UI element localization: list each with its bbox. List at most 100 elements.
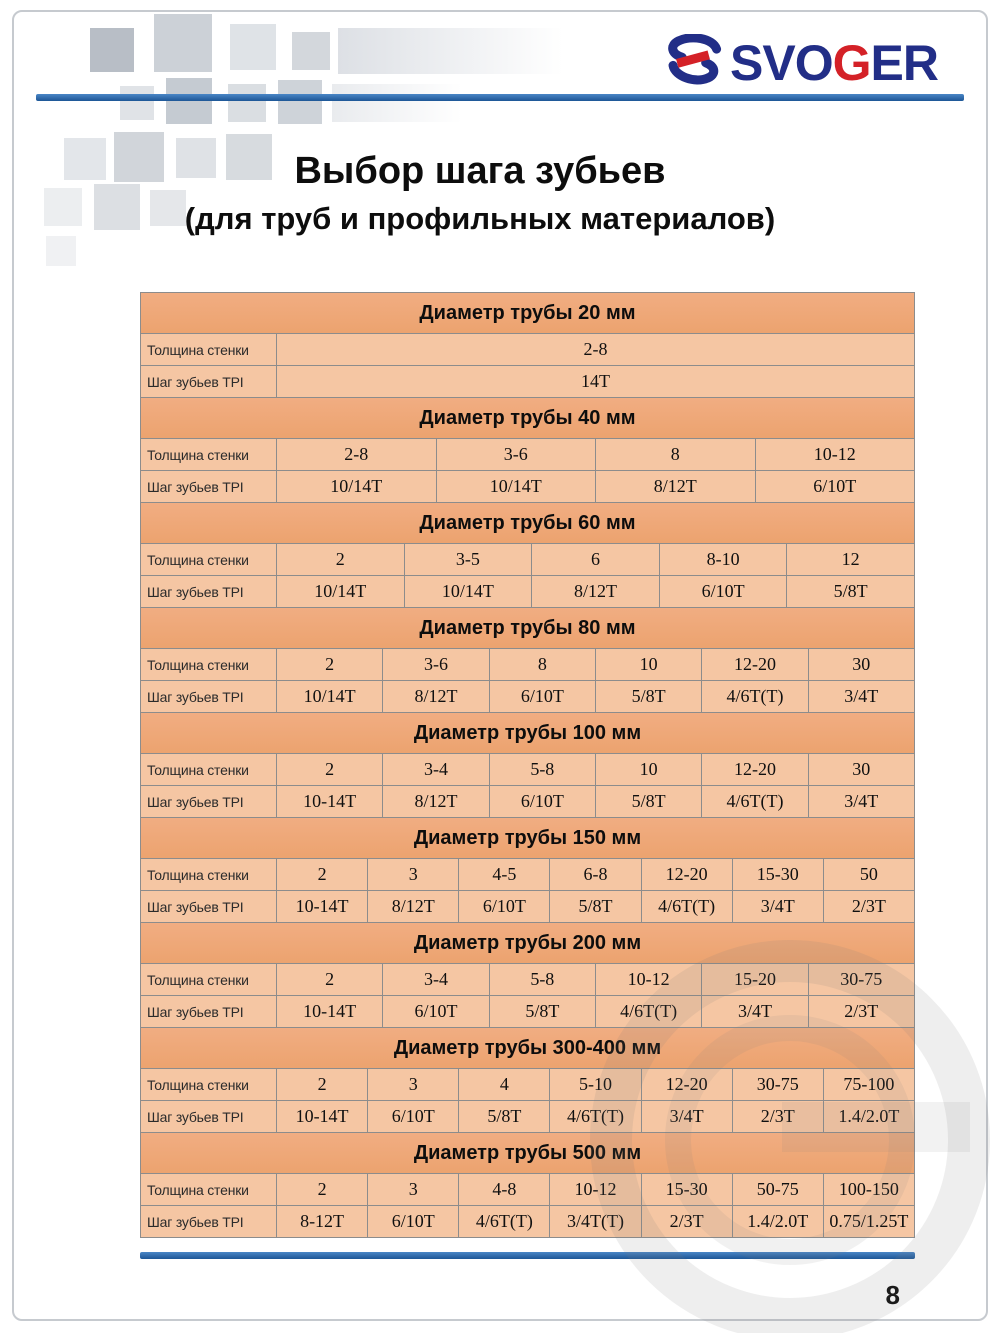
decorative-square — [64, 138, 106, 180]
wall-thickness-value: 8-10 — [658, 544, 787, 575]
tpi-value: 4/6T(T) — [549, 1101, 640, 1132]
brand-logo: SVOGER — [664, 33, 939, 91]
tpi-value: 4/6T(T) — [594, 996, 701, 1027]
wall-thickness-value: 10-12 — [549, 1174, 640, 1205]
pipe-table: Диаметр трубы 300-400 мм Толщина стенки 2 3… — [140, 1027, 915, 1133]
tpi-value: 8/12T — [595, 471, 755, 502]
wall-thickness-value: 30 — [807, 754, 914, 785]
wall-thickness-value: 12-20 — [640, 859, 732, 890]
wall-thickness-row: Толщина стенки 2 3-5 6 8-10 12 — [141, 544, 914, 575]
pipe-table-header: Диаметр трубы 500 мм — [141, 1133, 914, 1174]
pipe-table-header: Диаметр трубы 200 мм — [141, 923, 914, 964]
decorative-square — [278, 80, 322, 124]
row-label: Толщина стенки — [141, 649, 277, 680]
wall-thickness-value: 6 — [531, 544, 659, 575]
tpi-row: Шаг зубьев TPI 14T — [141, 365, 914, 397]
decorative-square — [226, 134, 272, 180]
pipe-table: Диаметр трубы 200 мм Толщина стенки 2 3-4 5-… — [140, 922, 915, 1028]
row-label: Шаг зубьев TPI — [141, 366, 277, 397]
wall-thickness-value: 15-30 — [640, 1174, 732, 1205]
tpi-value: 6/10T — [367, 1101, 458, 1132]
brand-logo-icon — [664, 33, 722, 91]
wall-thickness-value: 5-8 — [488, 754, 595, 785]
decorative-square — [176, 138, 216, 178]
tpi-row: Шаг зубьев TPI 10-14T 8/12T 6/10T 5/8T 4/6T(T… — [141, 890, 914, 922]
wall-thickness-value: 3 — [367, 1174, 458, 1205]
wall-thickness-value: 10 — [594, 649, 701, 680]
decorative-square — [230, 24, 276, 70]
tpi-value: 6/10T — [488, 786, 595, 817]
wall-thickness-row: Толщина стенки 2 3-4 5-8 10 12-20 30 — [141, 754, 914, 785]
wall-thickness-row: Толщина стенки 2 3-6 8 10 12-20 30 — [141, 649, 914, 680]
top-divider — [36, 94, 964, 101]
wall-thickness-value: 6-8 — [549, 859, 640, 890]
wall-thickness-value: 4-5 — [458, 859, 549, 890]
pipe-table-header: Диаметр трубы 100 мм — [141, 713, 914, 754]
tpi-row: Шаг зубьев TPI 8-12T 6/10T 4/6T(T) 3/4T(T) 2/… — [141, 1205, 914, 1237]
wall-thickness-value: 3-5 — [403, 544, 532, 575]
wall-thickness-value: 50 — [822, 859, 914, 890]
tpi-value: 6/10T — [458, 891, 549, 922]
tpi-row: Шаг зубьев TPI 10-14T 8/12T 6/10T 5/8T 4/6T(T… — [141, 785, 914, 817]
row-label: Толщина стенки — [141, 544, 277, 575]
wall-thickness-value: 12 — [786, 544, 914, 575]
pipe-table: Диаметр трубы 100 мм Толщина стенки 2 3-4 5-… — [140, 712, 915, 818]
wall-thickness-value: 10-12 — [594, 964, 701, 995]
tpi-value: 4/6T(T) — [458, 1206, 549, 1237]
tpi-value: 3/4T — [807, 681, 914, 712]
page-number: 8 — [885, 1280, 900, 1310]
tpi-value: 2/3T — [731, 1101, 823, 1132]
wall-thickness-row: Толщина стенки 2 3 4-5 6-8 12-20 15-30 50 — [141, 859, 914, 890]
wall-thickness-value: 10 — [594, 754, 701, 785]
wall-thickness-value: 8 — [488, 649, 595, 680]
tpi-value: 8/12T — [382, 681, 488, 712]
wall-thickness-row: Толщина стенки 2 3 4 5-10 12-20 30-75 75-100 — [141, 1069, 914, 1100]
tpi-value: 2/3T — [807, 996, 914, 1027]
page-title: Выбор шага зубьев — [294, 150, 666, 192]
wall-thickness-value: 10-12 — [754, 439, 915, 470]
brand-wordmark: SVOGER — [730, 38, 939, 88]
row-label: Шаг зубьев TPI — [141, 1206, 277, 1237]
pipe-table-header: Диаметр трубы 300-400 мм — [141, 1028, 914, 1069]
wall-thickness-value: 3-4 — [382, 754, 488, 785]
tpi-value: 5/8T — [549, 891, 640, 922]
decorative-square — [90, 28, 134, 72]
wall-thickness-value: 3 — [367, 859, 458, 890]
tpi-value: 3/4T — [807, 786, 914, 817]
pipe-table-header: Диаметр трубы 150 мм — [141, 818, 914, 859]
pipe-table: Диаметр трубы 40 мм Толщина стенки 2-8 3-6 8… — [140, 397, 915, 503]
tpi-row: Шаг зубьев TPI 10/14T 10/14T 8/12T 6/10T — [141, 470, 914, 502]
pipe-table: Диаметр трубы 500 мм Толщина стенки 2 3 4-8 1… — [140, 1132, 915, 1238]
pipe-table-header: Диаметр трубы 40 мм — [141, 398, 914, 439]
wall-thickness-value: 75-100 — [822, 1069, 914, 1100]
tpi-value: 6/10T — [382, 996, 488, 1027]
pipe-table: Диаметр трубы 150 мм Толщина стенки 2 3 4-5 6… — [140, 817, 915, 923]
tpi-value: 5/8T — [458, 1101, 549, 1132]
wall-thickness-value: 12-20 — [701, 754, 807, 785]
wall-thickness-value: 3-6 — [382, 649, 488, 680]
row-label: Толщина стенки — [141, 1174, 277, 1205]
row-label: Толщина стенки — [141, 1069, 277, 1100]
tpi-row: Шаг зубьев TPI 10-14T 6/10T 5/8T 4/6T(T) 3/4T… — [141, 1100, 914, 1132]
tpi-value: 2/3T — [822, 891, 914, 922]
tpi-value: 5/8T — [488, 996, 595, 1027]
row-label: Шаг зубьев TPI — [141, 681, 277, 712]
tpi-value: 14T — [581, 371, 610, 391]
wall-thickness-value: 15-20 — [701, 964, 807, 995]
tpi-value: 1.4/2.0T — [822, 1101, 914, 1132]
decorative-squares — [0, 0, 620, 290]
wall-thickness-value: 2 — [317, 1179, 327, 1199]
wall-thickness-value: 2-8 — [344, 444, 369, 464]
tpi-value: 6/10T — [367, 1206, 458, 1237]
row-label: Шаг зубьев TPI — [141, 891, 277, 922]
wall-thickness-value: 3-4 — [382, 964, 488, 995]
tpi-value: 1.4/2.0T — [731, 1206, 823, 1237]
wall-thickness-value: 30 — [807, 649, 914, 680]
tpi-value: 10/14T — [330, 476, 383, 496]
pipe-table: Диаметр трубы 60 мм Толщина стенки 2 3-5 6 8-… — [140, 502, 915, 608]
pipe-table-header: Диаметр трубы 80 мм — [141, 608, 914, 649]
row-label: Толщина стенки — [141, 964, 277, 995]
wall-thickness-value: 4-8 — [458, 1174, 549, 1205]
tpi-value: 10/14T — [435, 471, 596, 502]
